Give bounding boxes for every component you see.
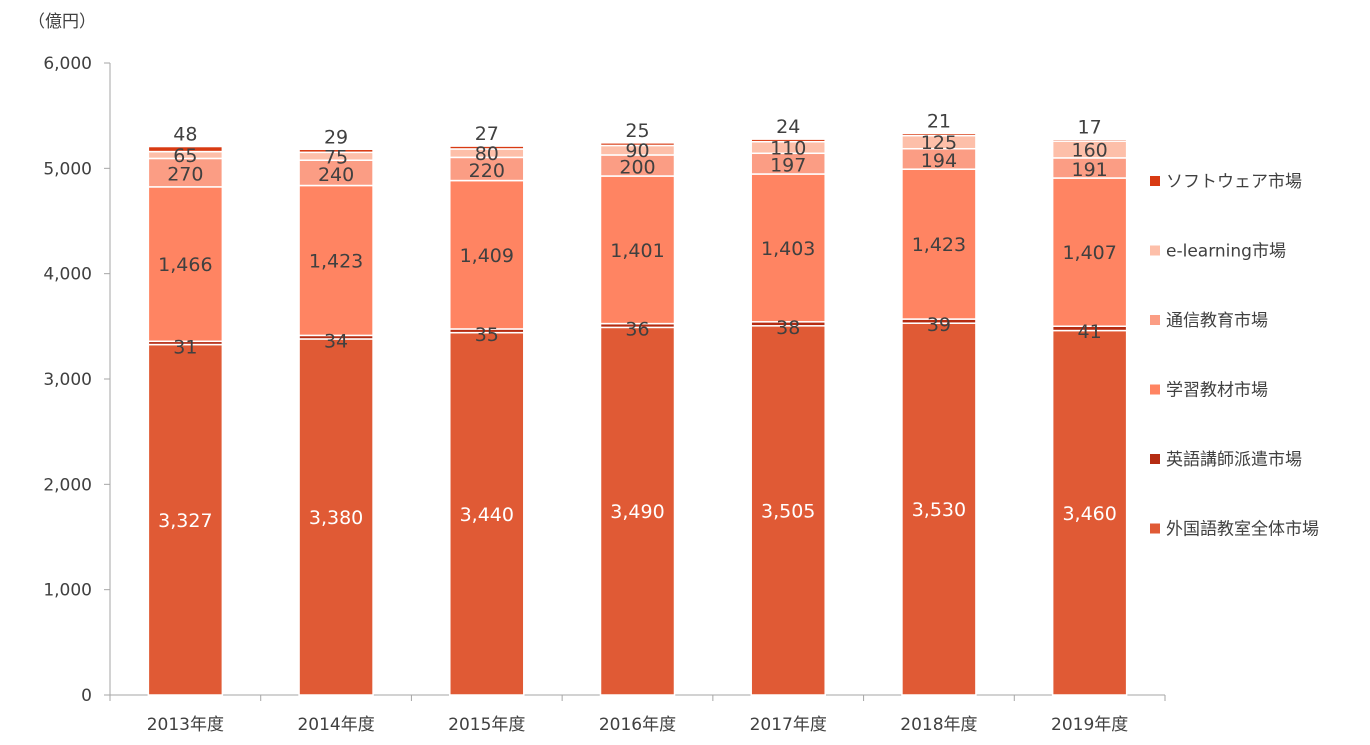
bar-segment [901, 168, 977, 320]
data-label: 200 [619, 156, 655, 178]
data-label: 1,401 [610, 240, 664, 262]
data-label: 1,403 [761, 238, 815, 260]
data-label: 38 [776, 317, 800, 339]
bar-segment [1051, 177, 1128, 327]
data-label: 270 [167, 164, 203, 186]
bar-segment [298, 338, 374, 696]
bar-segment [1051, 138, 1128, 142]
y-axis-unit-label: （億円） [28, 12, 96, 32]
legend-label: 英語講師派遣市場 [1166, 450, 1302, 470]
data-label: 240 [318, 164, 354, 186]
legend-swatch [1150, 176, 1160, 186]
data-label: 3,327 [158, 510, 212, 532]
y-tick-label: 3,000 [43, 370, 92, 390]
bar-segment [147, 145, 224, 153]
data-label: 220 [469, 160, 505, 182]
bar-segment [599, 175, 676, 325]
bar-segment [449, 145, 525, 150]
x-tick-label: 2013年度 [147, 715, 224, 735]
data-label: 197 [770, 155, 806, 177]
x-tick-label: 2018年度 [900, 715, 977, 735]
data-label: 160 [1072, 139, 1108, 161]
data-label: 36 [625, 319, 649, 341]
data-label: 25 [625, 120, 649, 142]
x-tick-label: 2015年度 [448, 715, 525, 735]
data-label: 34 [324, 330, 348, 352]
bar-segment [298, 148, 374, 154]
data-label: 1,409 [460, 245, 514, 267]
y-tick-label: 4,000 [43, 265, 92, 285]
y-tick-label: 6,000 [43, 54, 92, 74]
data-label: 65 [173, 145, 197, 167]
y-tick-label: 2,000 [43, 475, 92, 495]
data-label: 41 [1078, 321, 1102, 343]
bar-segment [901, 322, 977, 696]
data-label: 194 [921, 150, 957, 172]
bar-segment [449, 179, 525, 330]
data-label: 27 [475, 123, 499, 145]
data-label: 1,466 [158, 254, 212, 276]
data-label: 35 [475, 324, 499, 346]
legend-label: ソフトウェア市場 [1166, 172, 1302, 192]
data-label: 21 [927, 110, 951, 132]
legend-swatch [1150, 454, 1160, 464]
x-tick-label: 2019年度 [1051, 715, 1128, 735]
data-label: 31 [173, 336, 197, 358]
legend-label: 学習教材市場 [1166, 381, 1268, 401]
data-label: 191 [1072, 159, 1108, 181]
bar-segment [599, 142, 676, 147]
data-label: 3,460 [1062, 503, 1116, 525]
data-label: 3,530 [912, 499, 966, 521]
bar-segment [901, 132, 977, 137]
bar-segment [298, 184, 374, 337]
legend: ソフトウェア市場 e-learning市場通信教育市場学習教材市場英語講師派遣市場… [1150, 172, 1319, 540]
y-tick-label: 1,000 [43, 581, 92, 601]
data-label: 29 [324, 126, 348, 148]
x-tick-label: 2014年度 [297, 715, 374, 735]
x-tick-label: 2017年度 [750, 715, 827, 735]
data-label: 3,490 [610, 501, 664, 523]
bar-segment [599, 326, 676, 696]
data-label: 1,423 [912, 234, 966, 256]
data-label: 125 [921, 132, 957, 154]
legend-swatch [1150, 315, 1160, 325]
bars [147, 132, 1128, 696]
bar-segment [147, 343, 224, 696]
data-label: 80 [475, 143, 499, 165]
data-label: 39 [927, 314, 951, 336]
data-label: 3,380 [309, 507, 363, 529]
bar-segment [147, 186, 224, 343]
bar-segment [147, 157, 224, 188]
data-label: 3,440 [460, 504, 514, 526]
data-label: 110 [770, 137, 806, 159]
legend-label: 通信教育市場 [1166, 311, 1268, 331]
legend-label: 外国語教室全体市場 [1166, 520, 1319, 540]
data-label: 3,505 [761, 500, 815, 522]
axes: 0 1,000 2,000 3,000 4,000 5,000 6,000 2013年度 201… [43, 54, 1166, 735]
bar-segment [750, 138, 826, 143]
y-tick-label: 5,000 [43, 159, 92, 179]
legend-swatch [1150, 523, 1160, 534]
legend-label: e-learning市場 [1166, 242, 1286, 262]
bar-segment [449, 331, 525, 696]
data-label: 48 [173, 124, 197, 146]
data-label: 24 [776, 116, 800, 138]
data-label: 75 [324, 146, 348, 168]
x-tick-label: 2016年度 [599, 715, 676, 735]
legend-swatch [1150, 245, 1160, 256]
legend-swatch [1150, 384, 1160, 395]
bar-segment [750, 325, 826, 696]
data-label: 90 [625, 140, 649, 162]
data-label: 17 [1078, 116, 1102, 138]
y-tick-label: 0 [81, 686, 92, 706]
bar-segment [1051, 329, 1128, 696]
bar-segment [750, 173, 826, 323]
data-label: 1,407 [1062, 242, 1116, 264]
data-label: 1,423 [309, 250, 363, 272]
